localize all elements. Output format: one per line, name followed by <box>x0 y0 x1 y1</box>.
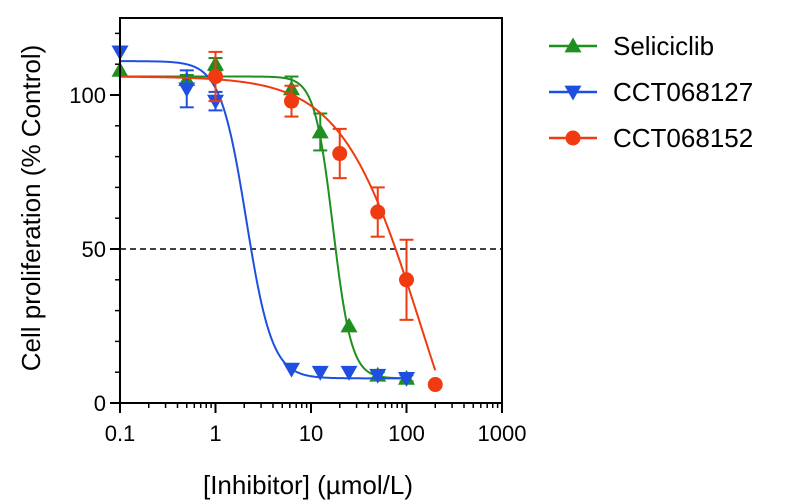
fit-curve <box>120 60 407 380</box>
legend-label: CCT068152 <box>613 123 753 153</box>
legend-marker <box>564 37 582 53</box>
legend-entry-1: CCT068127 <box>549 77 753 107</box>
legend: Seliciclib CCT068127 CCT068152 <box>549 31 753 153</box>
data-point <box>399 272 414 288</box>
y-tick-label: 50 <box>82 237 106 262</box>
x-tick-label: 10 <box>299 421 323 446</box>
data-point <box>207 94 224 110</box>
data-point <box>284 93 300 109</box>
data-point <box>311 365 329 381</box>
data-point <box>340 365 358 381</box>
fit-curve <box>120 75 437 371</box>
data-point <box>398 371 415 387</box>
plot-area <box>111 45 502 393</box>
x-axis-label: [Inhibitor] (µmol/L) <box>203 470 413 500</box>
data-point <box>178 82 196 98</box>
axes: 0.1 1 10 100 1000 0 50 100 <box>69 17 527 446</box>
legend-marker <box>565 130 581 146</box>
data-point <box>369 368 387 384</box>
series-2 <box>120 50 443 393</box>
series-1 <box>111 45 415 387</box>
data-point <box>427 377 443 393</box>
data-point <box>311 123 329 139</box>
x-tick-label: 100 <box>388 421 425 446</box>
data-point <box>208 69 223 85</box>
legend-entry-2: CCT068152 <box>549 123 753 153</box>
fit-curve <box>120 75 407 380</box>
x-tick-label: 1 <box>209 421 221 446</box>
x-tick-label: 0.1 <box>105 421 136 446</box>
legend-marker <box>564 85 582 101</box>
y-tick-label: 0 <box>94 391 106 416</box>
y-axis-label: Cell proliferation (% Control) <box>16 45 46 372</box>
legend-label: CCT068127 <box>613 77 753 107</box>
y-tick-label: 100 <box>69 83 106 108</box>
data-point <box>340 317 358 333</box>
data-point <box>283 362 301 378</box>
legend-label: Seliciclib <box>613 31 714 61</box>
series-0 <box>111 55 415 385</box>
legend-entry-0: Seliciclib <box>549 31 714 61</box>
data-point <box>370 204 386 220</box>
data-point <box>332 146 348 162</box>
x-tick-label: 1000 <box>478 421 527 446</box>
